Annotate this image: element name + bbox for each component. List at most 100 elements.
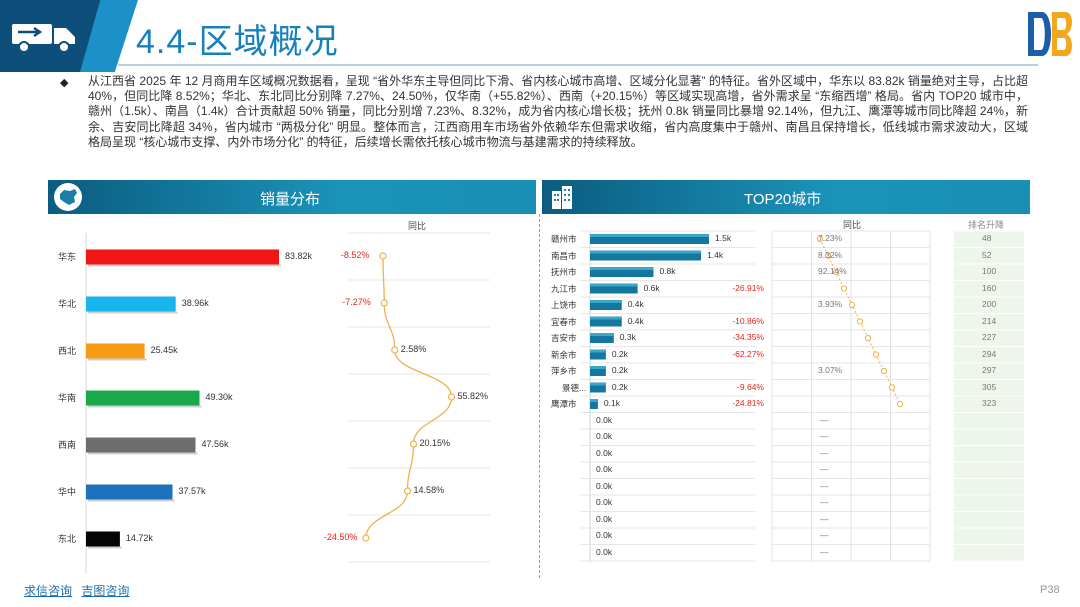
region-bar <box>86 343 145 359</box>
region-bar <box>86 249 279 265</box>
region-yoy-label: 14.58% <box>413 485 445 495</box>
city-yoy-point <box>896 400 904 408</box>
page-title: 4.4-区域概况 <box>136 23 339 61</box>
city-yoy-label: 8.32% <box>818 249 843 260</box>
city-yoy-label: -26.91% <box>732 282 764 293</box>
region-bar-shadow <box>88 405 202 408</box>
region-yoy-label: 2.58% <box>400 344 427 354</box>
city-label: 吉安市 <box>551 333 577 343</box>
region-yoy-point <box>391 346 399 354</box>
city-bar <box>590 382 606 393</box>
city-value-label: 0.8k <box>659 266 676 276</box>
region-value-label: 47.56k <box>201 439 229 449</box>
city-rank-label: 323 <box>982 398 997 408</box>
city-value-label: 0.2k <box>611 348 628 359</box>
city-bar-highlight <box>590 250 702 254</box>
region-label: 华南 <box>58 393 77 403</box>
region-yoy-point <box>379 252 387 260</box>
city-bar <box>590 316 622 327</box>
city-rank-label: 294 <box>982 348 997 359</box>
region-yoy-label: -8.52% <box>340 250 370 260</box>
city-bar <box>590 267 654 277</box>
city-label: 宜春市 <box>551 316 577 327</box>
truck-icon <box>12 24 75 53</box>
city-value-label: 0.2k <box>611 381 628 392</box>
region-value-label: 25.45k <box>150 345 178 355</box>
city-value-label: 0.0k <box>596 480 613 491</box>
footer-link-jitu[interactable]: 吉图咨询 <box>81 584 130 598</box>
city-bar-highlight <box>590 300 622 303</box>
city-yoy-point <box>872 351 880 358</box>
city-bar-highlight <box>590 399 598 402</box>
rank-change-header: 排名升降 <box>968 220 1005 230</box>
city-bar-highlight <box>590 349 606 353</box>
region-bar-shadow <box>88 358 147 361</box>
china-map-icon <box>54 183 82 211</box>
region-bar <box>86 531 120 547</box>
city-rank-label: 214 <box>982 315 997 326</box>
city-value-label: 0.0k <box>596 414 613 425</box>
region-label: 华中 <box>58 487 77 497</box>
city-yoy-point <box>816 235 824 243</box>
city-yoy-point <box>864 334 872 342</box>
region-bar <box>86 484 173 500</box>
city-label: 赣州市 <box>551 234 577 244</box>
city-bar-highlight <box>590 366 606 369</box>
city-bar <box>590 366 606 376</box>
right-panel-title: TOP20城市 <box>744 191 822 208</box>
city-value-label: 0.0k <box>596 431 613 441</box>
city-value-label: 0.0k <box>596 530 613 540</box>
region-bar-shadow <box>88 546 122 549</box>
city-rank-label: 48 <box>982 233 992 243</box>
region-yoy-label: -7.27% <box>342 297 371 307</box>
region-value-label: 37.57k <box>178 486 206 496</box>
region-label: 东北 <box>58 534 77 544</box>
region-value-label: 38.96k <box>181 298 209 308</box>
city-rank-label: 227 <box>982 332 997 342</box>
city-yoy-label: — <box>820 414 829 425</box>
region-yoy-label: 55.82% <box>457 391 489 401</box>
city-bar-highlight <box>590 283 638 287</box>
city-value-label: 0.0k <box>596 464 613 474</box>
city-label: 景德... <box>562 382 587 393</box>
city-label: 萍乡市 <box>551 366 577 376</box>
region-label: 华北 <box>58 299 77 309</box>
city-value-label: 1.4k <box>707 249 724 260</box>
footer-link-qiuxin[interactable]: 求信咨询 <box>24 584 73 598</box>
header-rule <box>118 64 1038 66</box>
region-yoy-point <box>362 534 370 542</box>
city-yoy-point <box>824 252 832 259</box>
city-rank-label: 200 <box>982 299 997 309</box>
city-rank-label: 52 <box>982 249 992 260</box>
right-yoy-header: 同比 <box>843 220 862 230</box>
city-rank-label: 305 <box>982 381 997 392</box>
city-bar <box>590 234 709 244</box>
city-label: 上饶市 <box>551 300 577 310</box>
city-bar-highlight <box>590 316 622 320</box>
city-value-label: 0.1k <box>603 398 620 408</box>
city-value-label: 0.0k <box>596 546 613 557</box>
city-label: 鹰潭市 <box>551 399 577 409</box>
region-value-label: 49.30k <box>205 392 233 402</box>
city-bar <box>590 333 614 343</box>
city-yoy-label: — <box>820 447 829 458</box>
city-value-label: 0.0k <box>596 447 613 458</box>
summary-paragraph: 从江西省 2025 年 12 月商用车区域概况数据看，呈现 “省外华东主导但同比… <box>88 74 1028 149</box>
region-bar <box>86 296 176 312</box>
city-yoy-label: 3.07% <box>818 365 843 375</box>
city-label: 南昌市 <box>551 250 577 261</box>
brand-logo <box>1028 12 1072 56</box>
city-yoy-label: -62.27% <box>732 348 764 359</box>
city-yoy-label: -24.81% <box>732 398 764 408</box>
region-label: 西北 <box>58 346 77 356</box>
left-panel-header: 销量分布 <box>48 180 536 214</box>
city-label: 抚州市 <box>551 267 577 277</box>
city-value-label: 0.0k <box>596 497 613 507</box>
bullet-diamond-icon: ◆ <box>60 77 69 89</box>
city-bar-highlight <box>590 267 654 270</box>
city-bar <box>590 250 702 261</box>
city-yoy-label: — <box>820 464 829 474</box>
footer-links: 求信咨询 吉图咨询 <box>24 582 135 599</box>
city-yoy-label: 3.93% <box>818 299 843 309</box>
